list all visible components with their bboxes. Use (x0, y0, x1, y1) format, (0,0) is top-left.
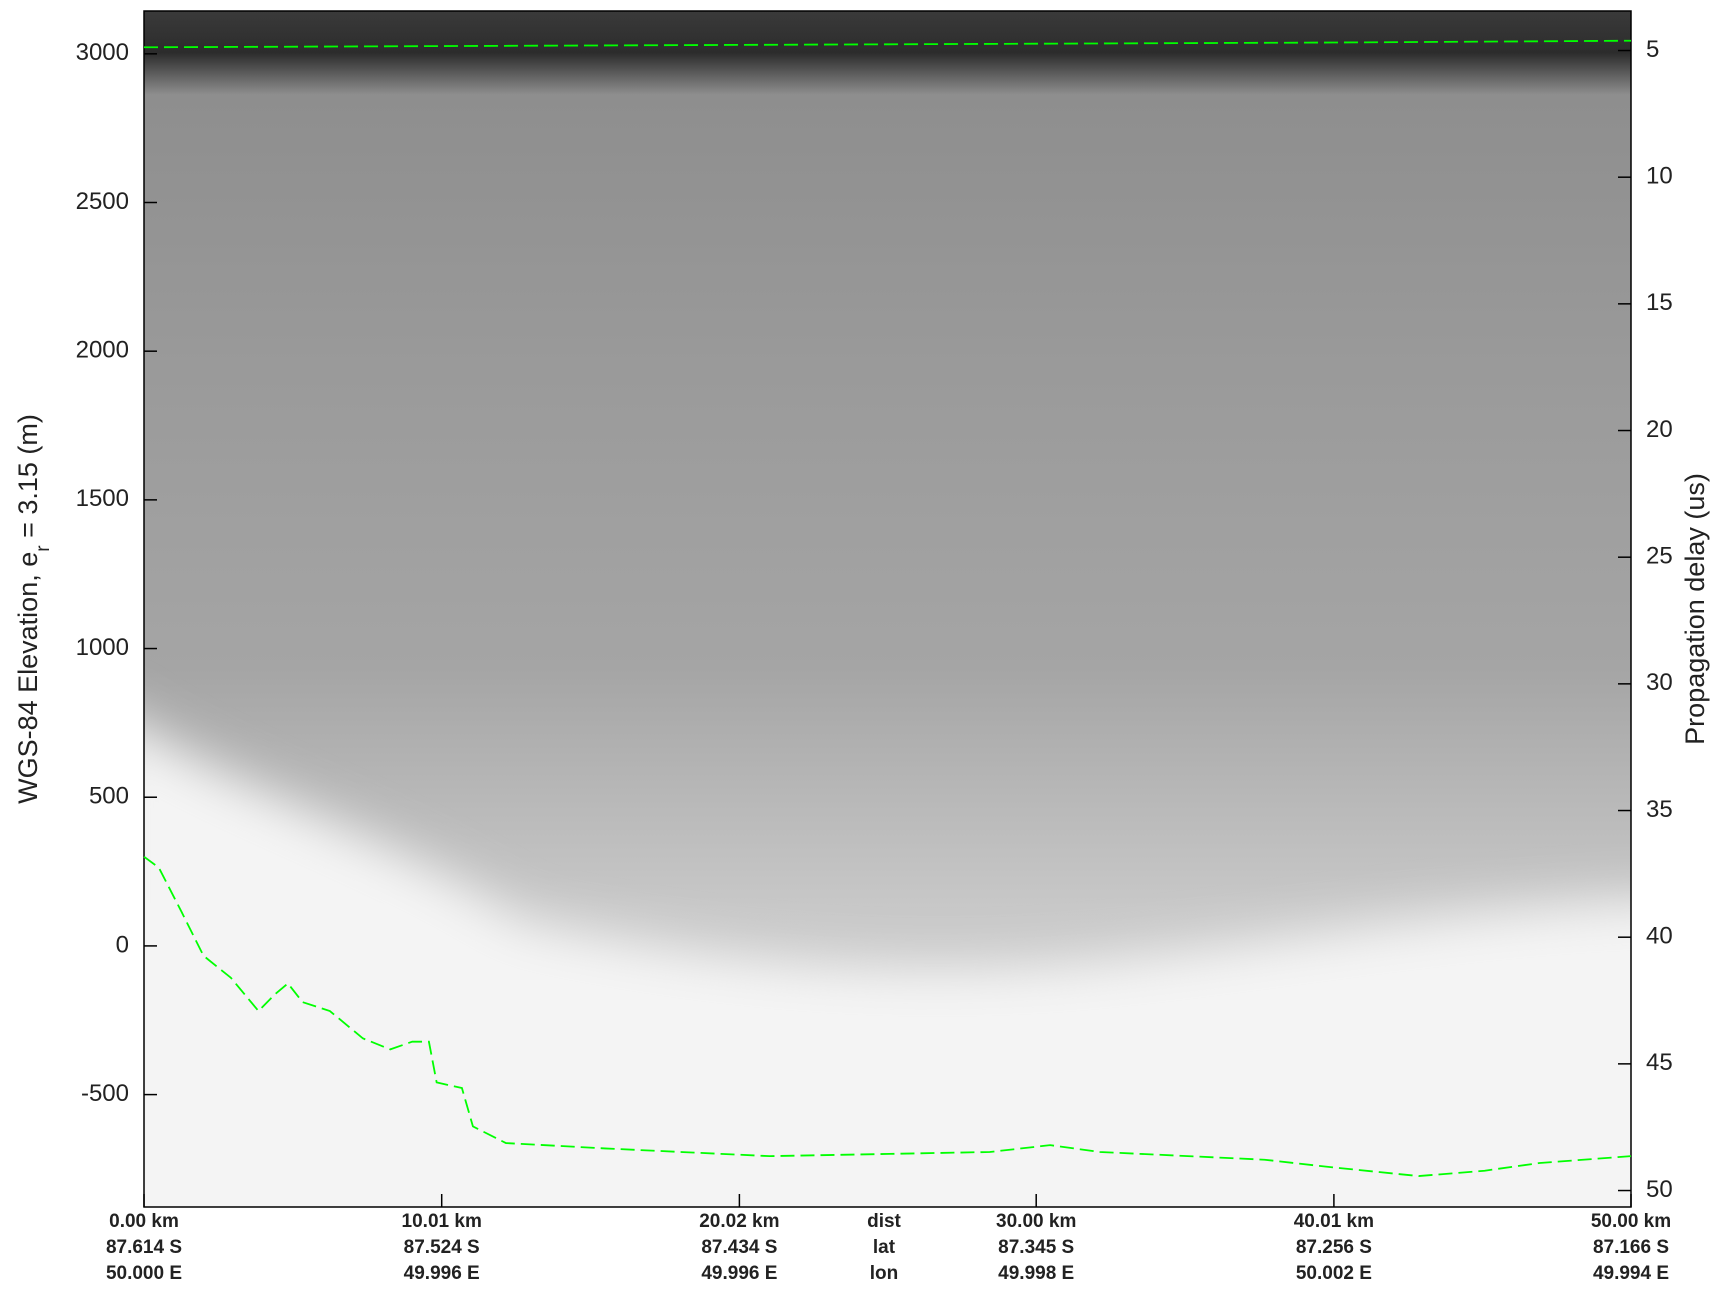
x-row-name: lat (873, 1237, 896, 1258)
plot-frame (143, 10, 1632, 1208)
x-row-name: dist (867, 1211, 901, 1232)
y2-tick-label: 15 (1646, 289, 1673, 316)
lat-label: 87.434 S (701, 1237, 777, 1258)
y-label-suffix: = 3.15 (m) (13, 414, 43, 545)
lon-label: 49.998 E (998, 1263, 1074, 1284)
y2-tick-label: 50 (1646, 1176, 1673, 1203)
lon-label: 49.994 E (1593, 1263, 1669, 1284)
lon-label: 50.000 E (106, 1263, 182, 1284)
y2-tick-label: 5 (1646, 36, 1659, 63)
y-tick-label: 0 (116, 931, 129, 958)
y2-tick-label: 35 (1646, 796, 1673, 823)
x-tick-label: 0.00 km (109, 1211, 179, 1232)
y2-tick-label: 10 (1646, 163, 1673, 190)
y-tick-label: 2000 (76, 337, 129, 364)
y-tick-label: 500 (89, 783, 129, 810)
y2-tick-label: 30 (1646, 669, 1673, 696)
y-tick-label: 2500 (76, 188, 129, 215)
x-row-name: lon (870, 1263, 899, 1284)
y-tick-label: 3000 (76, 39, 129, 66)
layer-trace (143, 39, 1632, 49)
echogram (144, 11, 1631, 1207)
y-tick-label: -500 (81, 1080, 129, 1107)
y2-tick-label: 45 (1646, 1049, 1673, 1076)
lat-label: 87.345 S (998, 1237, 1074, 1258)
x-tick-label: 40.01 km (1294, 1211, 1374, 1232)
lat-label: 87.166 S (1593, 1237, 1669, 1258)
y2-tick-label: 40 (1646, 923, 1673, 950)
lat-label: 87.614 S (106, 1237, 182, 1258)
y-tick-label: 1000 (76, 634, 129, 661)
lat-label: 87.256 S (1296, 1237, 1372, 1258)
y2-tick-label: 20 (1646, 416, 1673, 443)
x-tick-label: 50.00 km (1591, 1211, 1671, 1232)
y-tick-label: 1500 (76, 485, 129, 512)
x-tick-label: 10.01 km (402, 1211, 482, 1232)
y2-axis-label: Propagation delay (us) (1680, 473, 1710, 745)
y-label-text: WGS-84 Elevation, e (13, 552, 43, 804)
y2-tick-label: 25 (1646, 543, 1673, 570)
lat-label: 87.524 S (404, 1237, 480, 1258)
lon-label: 49.996 E (701, 1263, 777, 1284)
y-label-subscript: r (33, 545, 54, 552)
y-axis-label: WGS-84 Elevation, er = 3.15 (m) (13, 414, 54, 804)
x-tick-label: 20.02 km (699, 1211, 779, 1232)
lon-label: 50.002 E (1296, 1263, 1372, 1284)
x-tick-label: 30.00 km (996, 1211, 1076, 1232)
layer-trace (143, 855, 1632, 1177)
lon-label: 49.996 E (404, 1263, 480, 1284)
